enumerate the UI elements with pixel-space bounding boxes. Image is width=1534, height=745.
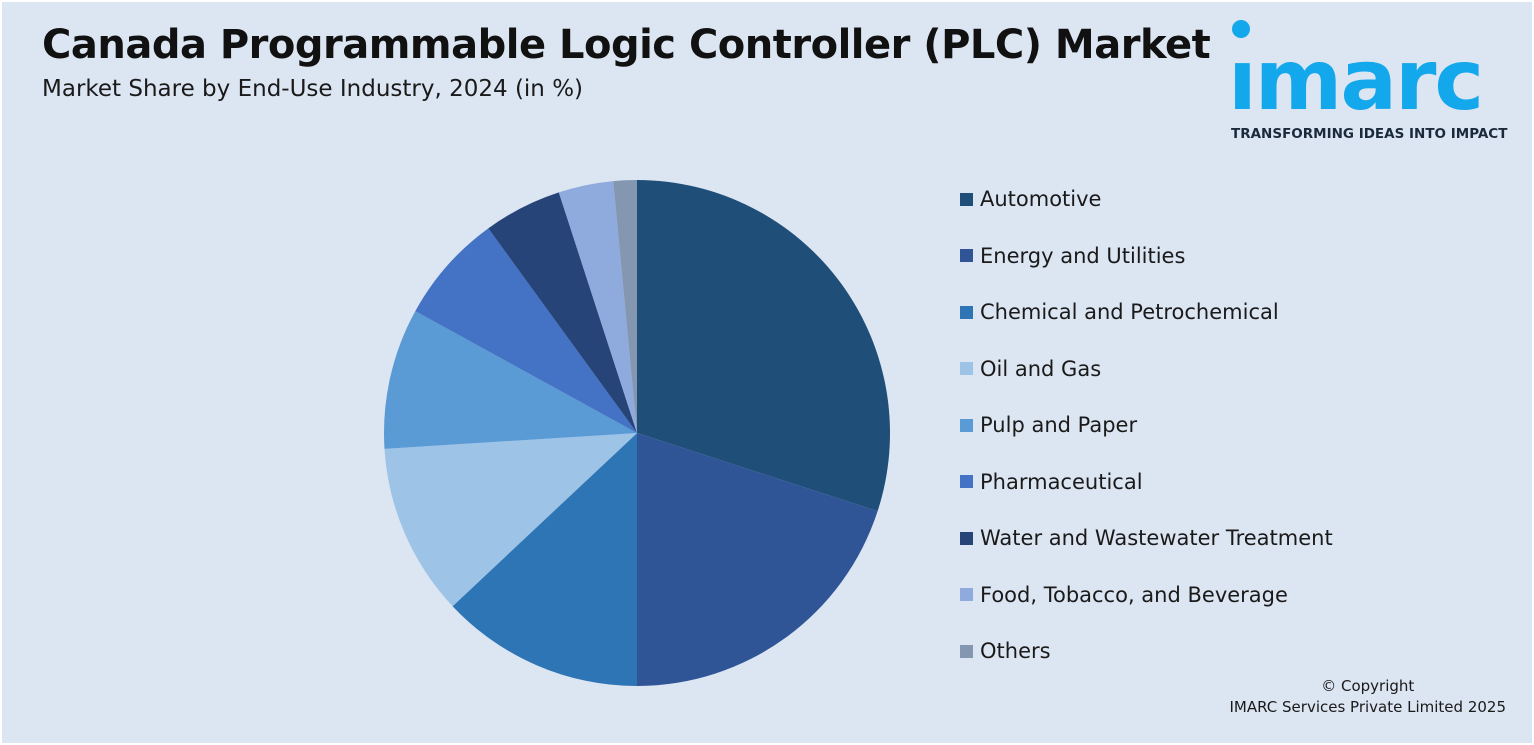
- legend-item: Pharmaceutical: [960, 467, 1143, 497]
- legend-label: Pulp and Paper: [980, 413, 1138, 437]
- pie-slice-water-and-wastewater-treatment: [488, 192, 637, 433]
- legend-label: Others: [980, 639, 1051, 663]
- legend-item: Water and Wastewater Treatment: [960, 523, 1333, 553]
- legend-label: Energy and Utilities: [980, 243, 1186, 268]
- pie-slice-pharmaceutical: [415, 228, 637, 433]
- legend-item: Others: [960, 636, 1051, 666]
- copyright-line-1: © Copyright: [1321, 677, 1415, 695]
- imarc-logo: ımarc TRANSFORMING IDEAS INTO IMPACT: [1228, 20, 1520, 145]
- legend-item: Food, Tobacco, and Beverage: [960, 580, 1288, 610]
- legend-label: Chemical and Petrochemical: [980, 300, 1279, 324]
- logo-tagline: TRANSFORMING IDEAS INTO IMPACT: [1231, 126, 1508, 142]
- chart-subtitle: Market Share by End-Use Industry, 2024 (…: [42, 76, 584, 102]
- logo-wordmark: ımarc: [1228, 31, 1484, 129]
- legend-item: Pulp and Paper: [960, 410, 1137, 440]
- legend-swatch: [960, 362, 973, 375]
- legend-swatch: [960, 531, 973, 545]
- legend-item: Chemical and Petrochemical: [960, 297, 1279, 327]
- legend-swatch: [960, 418, 973, 432]
- legend-swatch: [960, 192, 973, 206]
- legend-label: Pharmaceutical: [980, 469, 1143, 494]
- chart-title: Canada Programmable Logic Controller (PL…: [42, 22, 1211, 68]
- legend-label: Food, Tobacco, and Beverage: [980, 582, 1288, 607]
- pie-slice-automotive: [637, 180, 890, 512]
- legend-label: Water and Wastewater Treatment: [980, 526, 1333, 550]
- copyright-line-2: IMARC Services Private Limited 2025: [1229, 698, 1506, 716]
- pie-slice-others: [613, 180, 637, 433]
- pie-slice-oil-and-gas: [384, 433, 637, 607]
- legend-label: Oil and Gas: [980, 356, 1102, 381]
- legend-swatch: [960, 305, 973, 319]
- legend-item: Oil and Gas: [960, 354, 1101, 384]
- legend-swatch: [960, 644, 973, 658]
- legend-label: Automotive: [980, 187, 1102, 211]
- pie-slice-food-tobacco-and-beverage: [558, 181, 637, 433]
- pie-slice-chemical-and-petrochemical: [452, 433, 637, 686]
- logo-dot-icon: [1232, 20, 1250, 38]
- legend-swatch: [960, 475, 973, 488]
- legend-item: Automotive: [960, 184, 1101, 214]
- legend-swatch: [960, 249, 973, 262]
- pie-slice-energy-and-utilities: [637, 433, 878, 686]
- legend-swatch: [960, 588, 973, 601]
- legend-item: Energy and Utilities: [960, 241, 1185, 271]
- pie-slice-pulp-and-paper: [384, 311, 637, 449]
- pie-chart: [384, 180, 890, 686]
- copyright-notice: © Copyright IMARC Services Private Limit…: [1229, 676, 1506, 718]
